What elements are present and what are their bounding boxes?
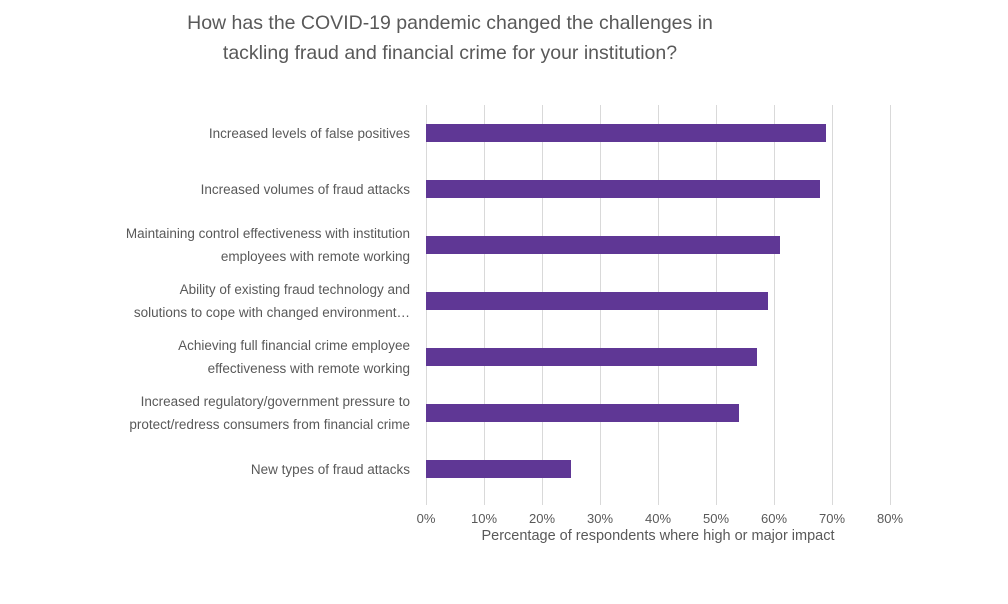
chart-row: Increased regulatory/government pressure… <box>0 385 891 441</box>
bar <box>426 292 769 310</box>
category-label: Ability of existing fraud technology and… <box>133 282 410 320</box>
x-tick-label: 10% <box>470 511 498 526</box>
x-axis-ticks: 0% 10% 20% 30% 40% 50% 60% 70% 80% <box>0 511 1008 527</box>
bar <box>426 460 571 478</box>
chart-row: Maintaining control effectiveness with i… <box>0 217 891 273</box>
chart-rows: Increased levels of false positives Incre… <box>0 105 891 505</box>
chart-title: How has the COVID-19 pandemic changed th… <box>187 12 713 64</box>
category-label: Increased volumes of fraud attacks <box>200 181 410 197</box>
chart-row: Increased volumes of fraud attacks <box>0 161 891 217</box>
bar-track <box>426 273 891 329</box>
chart-row: Achieving full financial crime employee … <box>0 329 891 385</box>
category-label: Achieving full financial crime employee … <box>178 338 410 376</box>
x-tick-label: 40% <box>644 511 672 526</box>
category-label: Maintaining control effectiveness with i… <box>125 226 410 264</box>
x-tick-label: 30% <box>586 511 614 526</box>
x-tick-label: 50% <box>702 511 730 526</box>
x-tick-label: 60% <box>760 511 788 526</box>
category-label: Increased levels of false positives <box>208 125 410 141</box>
x-tick-label: 80% <box>876 511 904 526</box>
bar <box>426 180 821 198</box>
gridline <box>774 105 775 505</box>
x-tick-label: 0% <box>416 511 436 526</box>
bar <box>426 404 740 422</box>
gridline <box>890 105 891 505</box>
bar <box>426 124 827 142</box>
x-tick-label: 70% <box>818 511 846 526</box>
bar <box>426 348 757 366</box>
x-tick-label: 20% <box>528 511 556 526</box>
bar-track <box>426 441 891 497</box>
bar-track <box>426 329 891 385</box>
chart-row: Ability of existing fraud technology and… <box>0 273 891 329</box>
bar <box>426 236 780 254</box>
bar-track <box>426 385 891 441</box>
bar-track <box>426 105 891 161</box>
x-axis-title: Percentage of respondents where high or … <box>481 528 835 544</box>
chart-row: Increased levels of false positives <box>0 105 891 161</box>
category-label: New types of fraud attacks <box>250 461 410 477</box>
gridline <box>832 105 833 505</box>
bar-track <box>426 161 891 217</box>
bar-track <box>426 217 891 273</box>
category-label: Increased regulatory/government pressure… <box>129 394 410 432</box>
chart-row: New types of fraud attacks <box>0 441 891 497</box>
